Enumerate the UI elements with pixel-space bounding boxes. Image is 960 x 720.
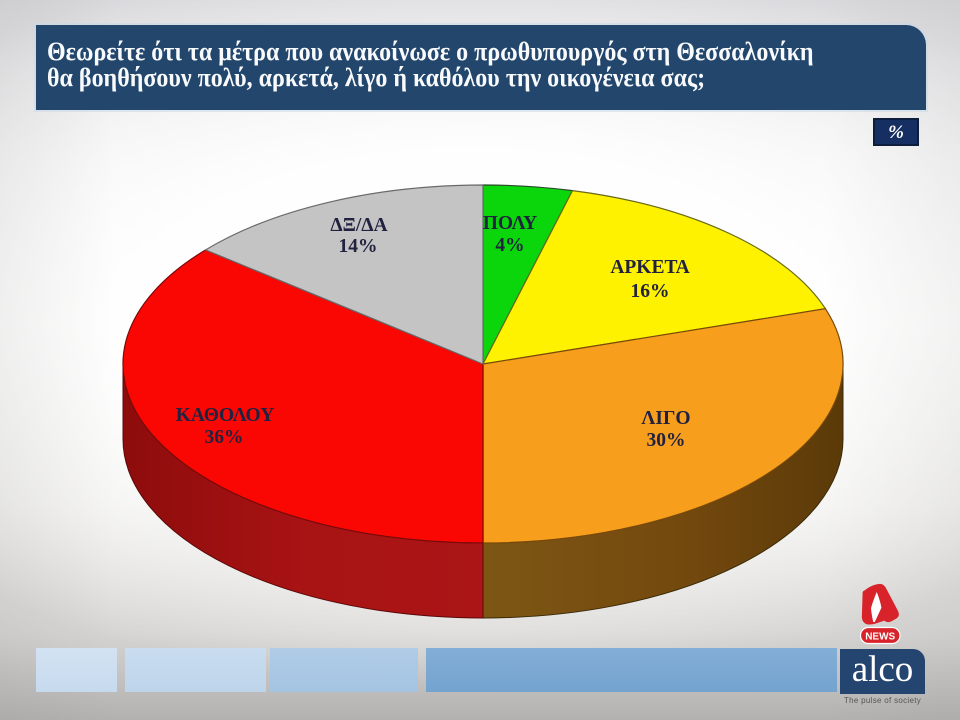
svg-text:NEWS: NEWS (865, 632, 895, 643)
